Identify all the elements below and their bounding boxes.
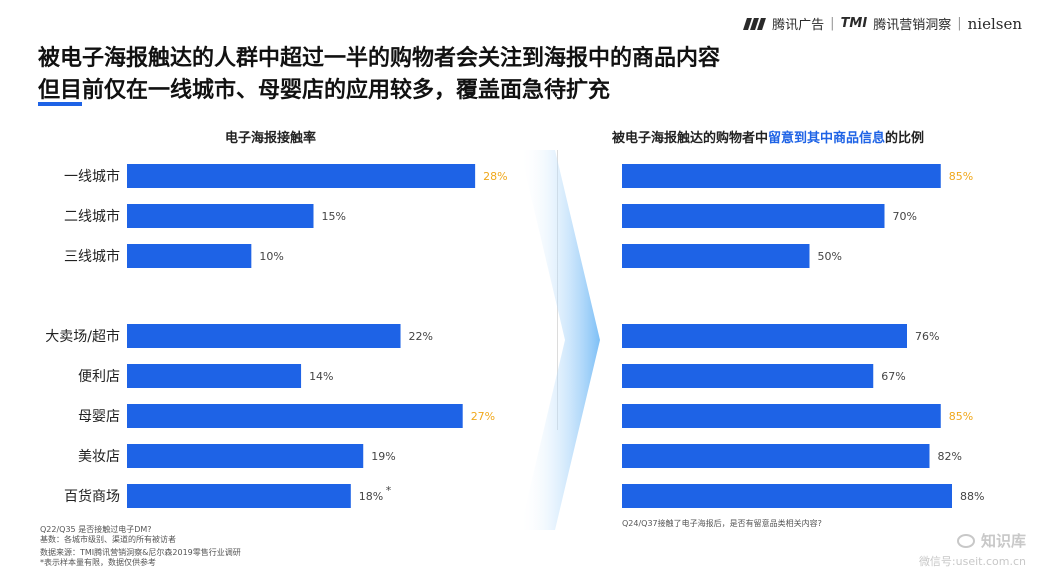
category-label: 二线城市 (64, 208, 120, 225)
bar (127, 364, 302, 388)
value-label: 88% (960, 490, 984, 503)
value-label: 76% (915, 330, 939, 343)
bar (622, 444, 930, 468)
right-chart-title-highlight: 留意到其中商品信息 (768, 131, 886, 146)
value-label: 85% (949, 170, 973, 183)
category-label: 一线城市 (64, 168, 120, 185)
value-label: 85% (949, 410, 973, 423)
footnote-sample: *表示样本量有限，数据仅供参考 (40, 558, 156, 567)
bar (622, 484, 952, 508)
annotation-marker: * (386, 484, 392, 497)
bar (622, 164, 941, 188)
right-chart-title-part: 的比例 (885, 131, 925, 146)
value-label: 15% (322, 210, 346, 223)
bar (127, 484, 351, 508)
bar (127, 404, 463, 428)
page-title-line-2: 但目前仅在一线城市、母婴店的应用较多，覆盖面急待扩充 (38, 78, 611, 103)
left-bar-chart: 一线城市 28% 二线城市 15% 三线城市 10% 大卖场/超市 22% 便利店 14% 母婴店 2… (45, 164, 508, 508)
right-bar-chart: 85% 70% 50% 76% 67% 85% 82% 88% (622, 164, 984, 508)
brand-tencent-ads: 腾讯广告 (772, 18, 825, 33)
bar (622, 364, 874, 388)
value-label: 19% (371, 450, 395, 463)
value-label: 28% (483, 170, 507, 183)
bar (622, 324, 907, 348)
bar (127, 444, 364, 468)
value-label: 50% (818, 250, 842, 263)
footnote-source: 数据来源：TMI腾讯营销洞察&尼尔森2019零售行业调研 (40, 548, 241, 557)
footnote-question: Q22/Q35 是否接触过电子DM? (40, 525, 152, 534)
page-title-line-1: 被电子海报触达的人群中超过一半的购物者会关注到海报中的商品内容 (38, 46, 721, 71)
brand-nielsen: nielsen (967, 14, 1022, 33)
value-label: 10% (259, 250, 283, 263)
category-label: 三线城市 (64, 248, 120, 265)
transition-arrow (520, 150, 600, 530)
title-accent-bar (38, 102, 82, 106)
brand-tmi: TMI (840, 16, 868, 31)
category-label: 母婴店 (78, 409, 120, 425)
wechat-icon (956, 533, 975, 548)
value-label: 67% (881, 370, 905, 383)
value-label: 70% (893, 210, 917, 223)
brand-header: 腾讯广告 | TMI 腾讯营销洞察 | nielsen (743, 14, 1022, 33)
category-label: 大卖场/超市 (45, 328, 120, 345)
bar (127, 164, 476, 188)
left-chart-title: 电子海报接触率 (225, 131, 317, 146)
category-label: 便利店 (78, 369, 120, 385)
value-label: 14% (309, 370, 333, 383)
watermark: 知识库 微信号:useit.com.cn (919, 530, 1026, 569)
bar (622, 204, 885, 228)
right-chart-title: 被电子海报触达的购物者中留意到其中商品信息的比例 (612, 127, 924, 146)
brand-insight: 腾讯营销洞察 (873, 18, 952, 33)
bar (127, 244, 252, 268)
brand-separator: | (957, 16, 962, 31)
value-label: 22% (409, 330, 433, 343)
category-label: 美妆店 (78, 449, 120, 465)
footnote-right-question: Q24/Q37接触了电子海报后，是否有留意品类相关内容? (622, 519, 822, 528)
bar (622, 244, 810, 268)
value-label: 27% (471, 410, 495, 423)
watermark-account: 微信号:useit.com.cn (918, 555, 1026, 568)
value-label: 82% (938, 450, 962, 463)
watermark-title: 知识库 (980, 532, 1026, 550)
brand-separator: | (830, 16, 835, 31)
bar (127, 324, 401, 348)
footnote-base: 基数：各城市级别、渠道的所有被访者 (40, 535, 176, 544)
category-label: 百货商场 (64, 488, 120, 505)
value-label: 18% (359, 490, 383, 503)
bar (622, 404, 941, 428)
bar (127, 204, 314, 228)
right-chart-title-part: 被电子海报触达的购物者中 (612, 131, 769, 146)
